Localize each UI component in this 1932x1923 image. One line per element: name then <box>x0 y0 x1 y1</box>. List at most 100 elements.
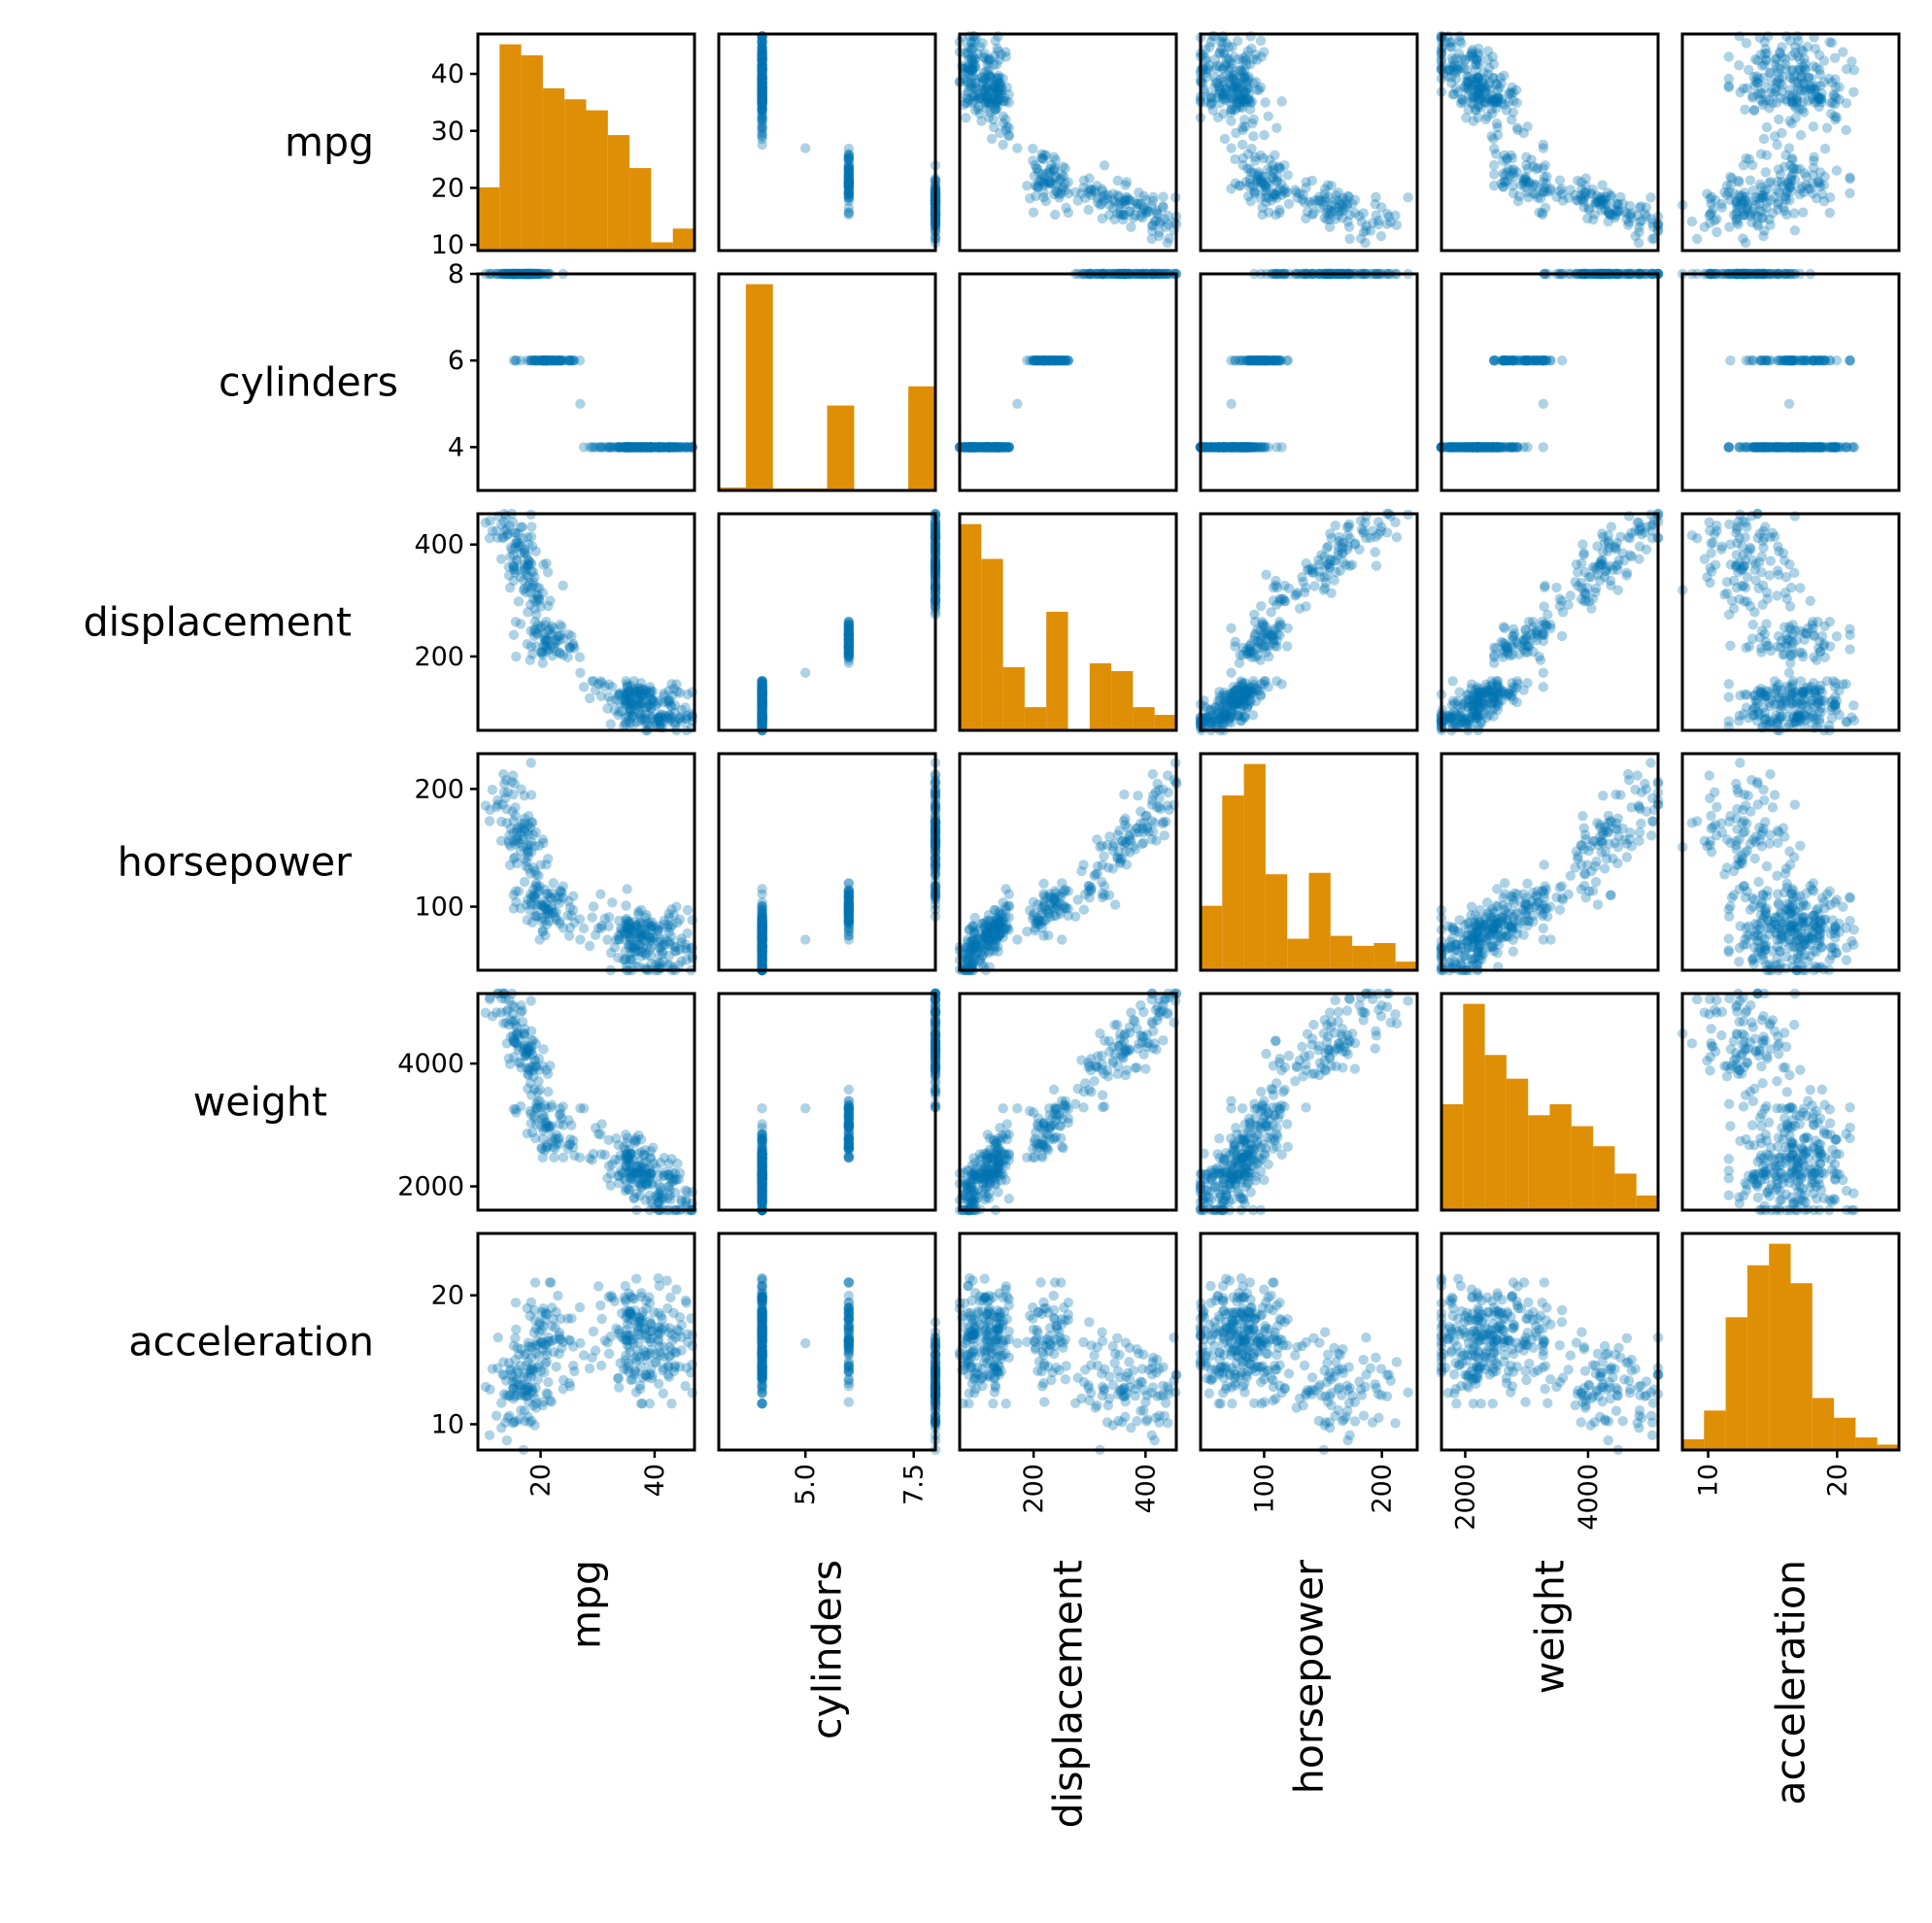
scatter-point <box>1230 355 1240 366</box>
scatter-point <box>1038 191 1049 203</box>
scatter-point <box>757 113 767 123</box>
scatter-point <box>1028 207 1039 218</box>
scatter-point <box>964 82 974 93</box>
scatter-point <box>757 47 767 57</box>
scatter-point <box>843 179 854 189</box>
scatter-point <box>1048 165 1059 176</box>
scatter-point <box>977 38 988 49</box>
scatter-point <box>800 667 811 678</box>
scatter-point <box>1612 206 1623 218</box>
scatter-point <box>1138 204 1149 216</box>
scatter-point <box>1474 99 1484 111</box>
scatter-point <box>843 177 854 187</box>
scatter-point <box>1814 167 1826 178</box>
scatter-point <box>1297 194 1307 205</box>
scatter-point <box>1744 64 1754 76</box>
scatter-point <box>555 648 565 659</box>
scatter-point <box>991 88 1001 99</box>
scatter-point <box>757 36 767 47</box>
scatter-point <box>843 164 854 175</box>
scatter-point <box>1841 124 1851 136</box>
scatter-point <box>1003 89 1014 100</box>
scatter-point <box>757 127 767 139</box>
hist-bar-displacement-7 <box>1111 670 1134 730</box>
scatter-point <box>1033 163 1043 175</box>
scatter-point <box>1403 192 1413 203</box>
scatter-point <box>1234 181 1245 191</box>
scatter-point <box>757 77 767 88</box>
scatter-point <box>757 89 767 100</box>
scatter-point <box>757 37 767 48</box>
scatter-point <box>757 55 767 66</box>
scatter-point <box>961 76 971 87</box>
scatter-point <box>1491 118 1503 129</box>
scatter-point <box>998 95 1008 107</box>
scatter-point <box>533 590 544 601</box>
scatter-point <box>1092 197 1103 208</box>
scatter-point <box>1453 48 1465 59</box>
scatter-point <box>1147 225 1158 236</box>
scatter-point <box>757 96 767 108</box>
scatter-point <box>1750 199 1761 211</box>
scatter-point <box>1260 442 1271 453</box>
scatter-point <box>1090 186 1101 198</box>
scatter-point <box>1158 191 1169 202</box>
scatter-point <box>757 77 767 88</box>
scatter-point <box>843 168 854 179</box>
scatter-point <box>1824 207 1835 219</box>
scatter-point <box>991 79 1002 89</box>
scatter-point <box>1271 122 1282 133</box>
scatter-point <box>1225 97 1236 108</box>
scatter-point <box>1086 184 1097 195</box>
scatter-point <box>1482 54 1494 65</box>
scatter-point <box>536 648 548 658</box>
scatter-point <box>757 64 767 75</box>
scatter-point <box>757 35 767 47</box>
scatter-point <box>1597 180 1608 190</box>
scatter-point <box>757 70 767 82</box>
scatter-point <box>1808 121 1819 132</box>
scatter-point <box>1773 164 1784 175</box>
scatter-point <box>564 643 576 654</box>
scatter-point <box>670 717 681 727</box>
scatter-point <box>1276 96 1287 107</box>
scatter-point <box>1831 165 1843 176</box>
scatter-point <box>1814 178 1825 188</box>
scatter-point <box>963 42 974 52</box>
scatter-point <box>979 85 990 96</box>
scatter-point <box>1050 209 1061 220</box>
scatter-point <box>969 53 980 65</box>
scatter-point <box>757 139 767 151</box>
scatter-point <box>757 97 767 108</box>
scatter-point <box>757 122 767 133</box>
scatter-point <box>1758 72 1769 84</box>
scatter-point <box>979 442 990 453</box>
scatter-point <box>1104 199 1115 211</box>
scatter-point <box>843 161 854 172</box>
scatter-point <box>843 163 854 175</box>
scatter-point <box>1058 182 1068 192</box>
scatter-point <box>1344 233 1355 245</box>
scatter-point <box>1712 214 1722 224</box>
scatter-point <box>682 689 694 700</box>
scatter-point <box>843 175 854 186</box>
scatter-point <box>757 61 767 72</box>
panel-mpg-vs-weight <box>1436 31 1664 253</box>
scatter-point <box>843 150 854 160</box>
scatter-point <box>1036 152 1048 164</box>
scatter-point <box>1489 96 1500 107</box>
scatter-point <box>985 73 996 84</box>
scatter-point <box>992 73 1003 84</box>
scatter-point <box>757 64 767 76</box>
scatter-point <box>1239 121 1251 132</box>
scatter-point <box>584 692 595 704</box>
scatter-point <box>974 92 985 103</box>
scatter-point <box>757 74 767 84</box>
scatter-point <box>757 97 767 108</box>
scatter-point <box>536 622 547 632</box>
scatter-point <box>757 58 767 69</box>
scatter-point <box>1789 442 1801 453</box>
scatter-point <box>1538 398 1549 409</box>
scatter-point <box>1263 111 1273 121</box>
scatter-point <box>757 87 767 99</box>
